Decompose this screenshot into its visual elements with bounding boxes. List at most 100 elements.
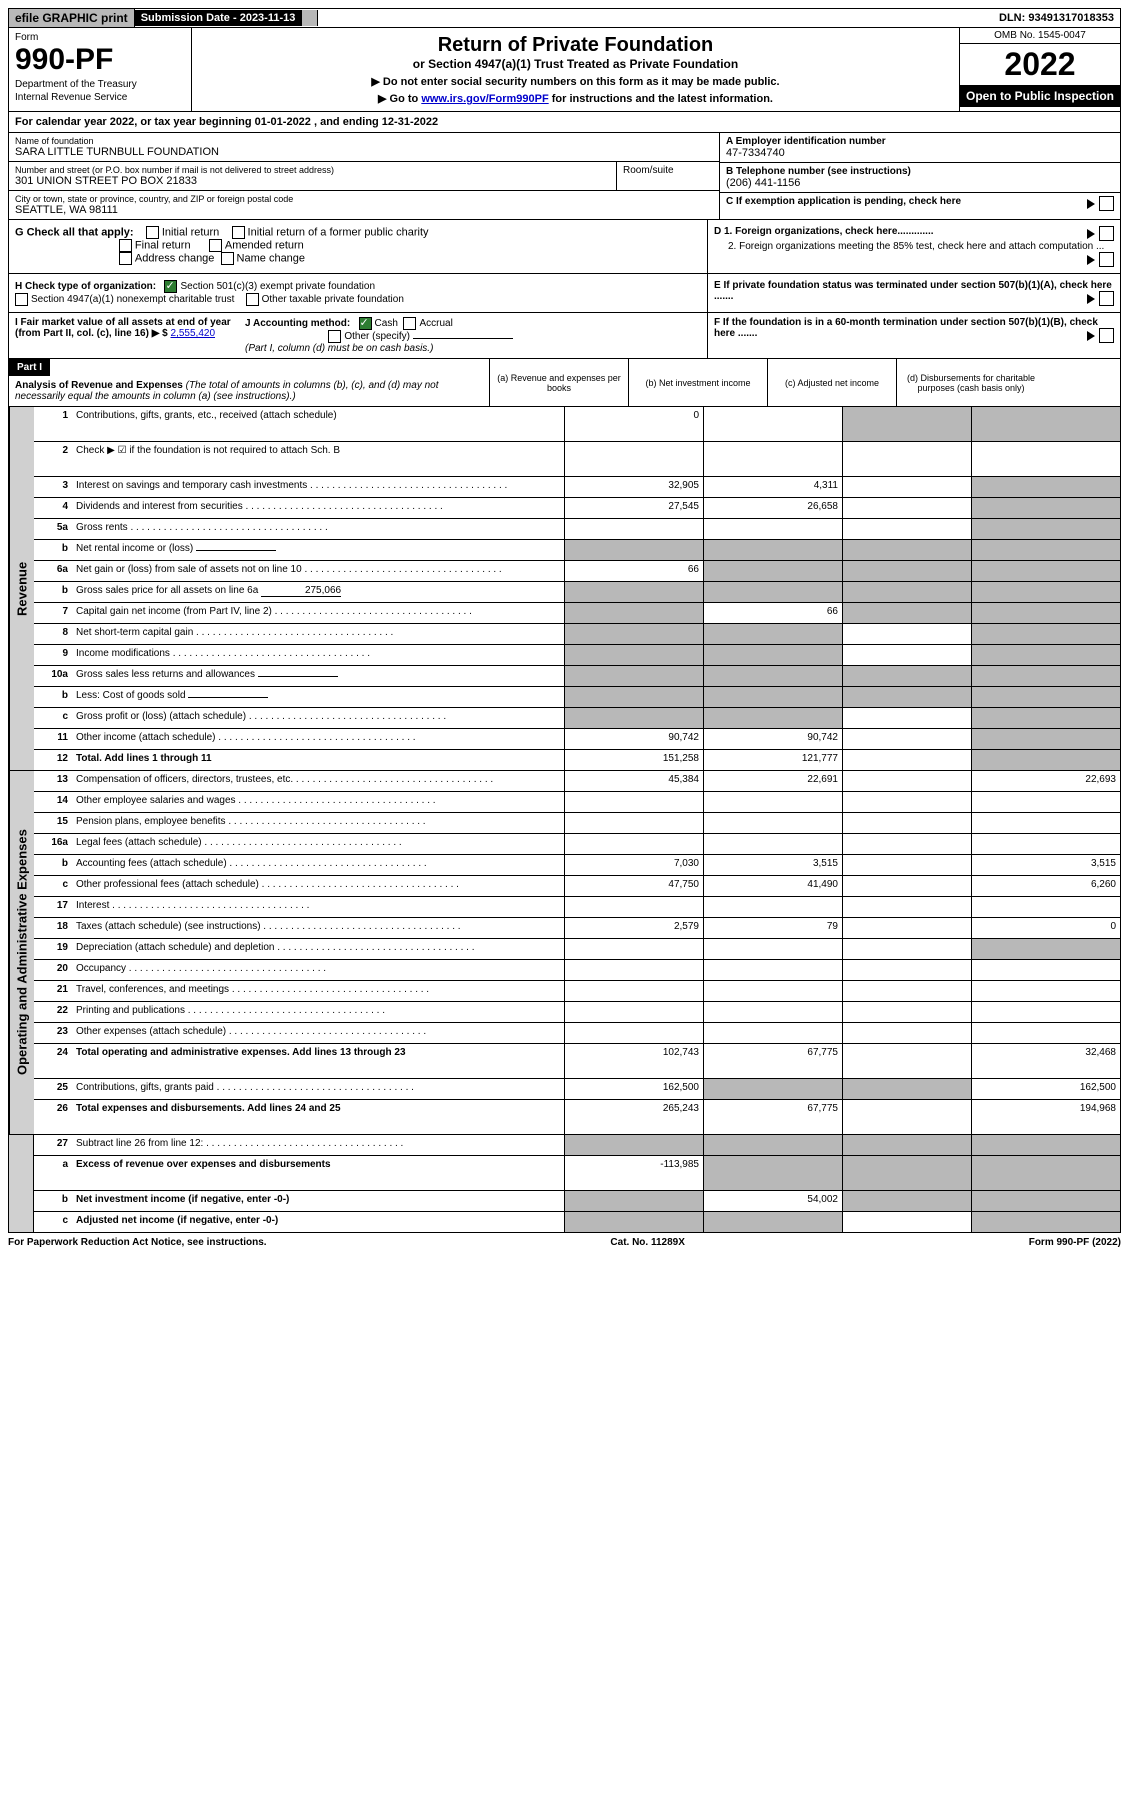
line-row: cGross profit or (loss) (attach schedule…: [34, 708, 1120, 729]
cell-d: [971, 792, 1120, 812]
cell-c: [842, 498, 971, 518]
cell-a: 2,579: [564, 918, 703, 938]
line-row: 4Dividends and interest from securities …: [34, 498, 1120, 519]
cell-a: 90,742: [564, 729, 703, 749]
final-return-check[interactable]: [119, 239, 132, 252]
line-row: 23Other expenses (attach schedule) . . .…: [34, 1023, 1120, 1044]
arrow-icon: [1087, 255, 1095, 265]
cell-c: [842, 792, 971, 812]
initial-former-check[interactable]: [232, 226, 245, 239]
line-number: 20: [34, 960, 72, 980]
cell-d: [971, 1212, 1120, 1232]
cell-d: [971, 624, 1120, 644]
omb-number: OMB No. 1545-0047: [960, 28, 1120, 44]
cash-check[interactable]: [359, 317, 372, 330]
revenue-rows: 1Contributions, gifts, grants, etc., rec…: [34, 407, 1120, 770]
line-row: cOther professional fees (attach schedul…: [34, 876, 1120, 897]
cell-a: 102,743: [564, 1044, 703, 1078]
city-label: City or town, state or province, country…: [15, 194, 713, 204]
cell-c: [842, 1135, 971, 1155]
cell-d: [971, 582, 1120, 602]
cell-c: [842, 855, 971, 875]
check-section-h: H Check type of organization: Section 50…: [8, 274, 1121, 313]
cell-d: [971, 981, 1120, 1001]
d1: D 1. Foreign organizations, check here..…: [714, 226, 934, 237]
cell-d: [971, 407, 1120, 441]
address-change-check[interactable]: [119, 252, 132, 265]
cell-c: [842, 1044, 971, 1078]
line-description: Subtract line 26 from line 12: . . . . .…: [72, 1135, 564, 1155]
cell-b: [703, 624, 842, 644]
cell-b: 90,742: [703, 729, 842, 749]
line-description: Other income (attach schedule) . . . . .…: [72, 729, 564, 749]
amended-check[interactable]: [209, 239, 222, 252]
initial-return-check[interactable]: [146, 226, 159, 239]
d2-check[interactable]: [1099, 252, 1114, 267]
cell-b: 66: [703, 603, 842, 623]
cell-c: [842, 477, 971, 497]
line-row: 13Compensation of officers, directors, t…: [34, 771, 1120, 792]
cell-a: [564, 981, 703, 1001]
line-description: Net short-term capital gain . . . . . . …: [72, 624, 564, 644]
city: SEATTLE, WA 98111: [15, 204, 713, 216]
cell-a: 27,545: [564, 498, 703, 518]
cell-b: [703, 813, 842, 833]
accrual-check[interactable]: [403, 317, 416, 330]
d1-check[interactable]: [1099, 226, 1114, 241]
revenue-label: Revenue: [9, 407, 34, 770]
e-check[interactable]: [1099, 291, 1114, 306]
name-change-check[interactable]: [221, 252, 234, 265]
line-row: 22Printing and publications . . . . . . …: [34, 1002, 1120, 1023]
revenue-section: Revenue 1Contributions, gifts, grants, e…: [8, 407, 1121, 771]
line-row: 9Income modifications . . . . . . . . . …: [34, 645, 1120, 666]
other-check[interactable]: [328, 330, 341, 343]
line-description: Interest on savings and temporary cash i…: [72, 477, 564, 497]
j-accrual: Accrual: [419, 318, 452, 329]
efile-print[interactable]: efile GRAPHIC print: [9, 9, 135, 27]
cell-a: [564, 708, 703, 728]
cell-a: [564, 645, 703, 665]
other-taxable-check[interactable]: [246, 293, 259, 306]
phone-row: B Telephone number (see instructions) (2…: [720, 163, 1120, 193]
cell-b: [703, 1079, 842, 1099]
part1-title-cell: Part I Analysis of Revenue and Expenses …: [9, 359, 489, 406]
exemption-label: C If exemption application is pending, c…: [726, 196, 961, 207]
cell-b: 121,777: [703, 750, 842, 770]
cell-b: [703, 981, 842, 1001]
section-ij: I Fair market value of all assets at end…: [8, 313, 1121, 359]
line-number: 17: [34, 897, 72, 917]
cell-a: 47,750: [564, 876, 703, 896]
f-check[interactable]: [1099, 328, 1114, 343]
cell-b: [703, 666, 842, 686]
line-description: Net gain or (loss) from sale of assets n…: [72, 561, 564, 581]
cell-c: [842, 1191, 971, 1211]
line-row: bNet rental income or (loss): [34, 540, 1120, 561]
fmv-value[interactable]: 2,555,420: [171, 328, 216, 339]
4947-check[interactable]: [15, 293, 28, 306]
irs-link[interactable]: www.irs.gov/Form990PF: [421, 93, 548, 105]
ein: 47-7334740: [726, 147, 1114, 159]
line-description: Adjusted net income (if negative, enter …: [72, 1212, 564, 1232]
cell-d: [971, 1023, 1120, 1043]
line-description: Gross rents . . . . . . . . . . . . . . …: [72, 519, 564, 539]
cell-b: 4,311: [703, 477, 842, 497]
line-description: Gross sales price for all assets on line…: [72, 582, 564, 602]
line-number: 7: [34, 603, 72, 623]
name-label: Name of foundation: [15, 136, 713, 146]
exemption-row: C If exemption application is pending, c…: [720, 193, 1120, 210]
line-number: a: [34, 1156, 72, 1190]
line-number: 15: [34, 813, 72, 833]
line-description: Net rental income or (loss): [72, 540, 564, 560]
g2: Initial return of a former public charit…: [248, 226, 429, 238]
col-b-header: (b) Net investment income: [628, 359, 767, 406]
arrow-icon: [1087, 229, 1095, 239]
cell-b: [703, 561, 842, 581]
h1: Section 501(c)(3) exempt private foundat…: [180, 281, 375, 292]
note-link: ▶ Go to www.irs.gov/Form990PF for instru…: [198, 92, 953, 105]
501c3-check[interactable]: [164, 280, 177, 293]
cell-d: [971, 603, 1120, 623]
line-row: 7Capital gain net income (from Part IV, …: [34, 603, 1120, 624]
exemption-checkbox[interactable]: [1099, 196, 1114, 211]
page-footer: For Paperwork Reduction Act Notice, see …: [8, 1233, 1121, 1252]
foundation-name-row: Name of foundation SARA LITTLE TURNBULL …: [9, 133, 719, 162]
